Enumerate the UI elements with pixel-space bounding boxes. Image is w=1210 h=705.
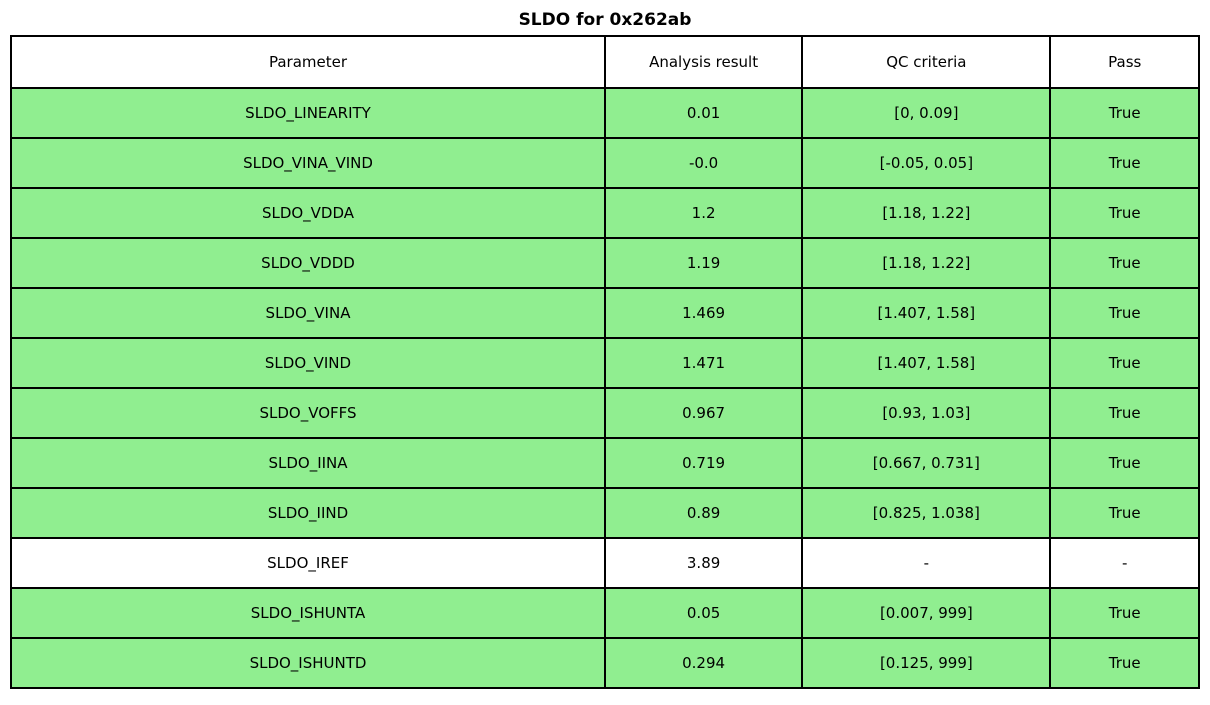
table-cell-criteria: -	[801, 537, 1052, 589]
table-cell-result: -0.0	[603, 137, 804, 189]
table-cell-criteria: [0.825, 1.038]	[801, 487, 1052, 539]
table-cell-pass: True	[1049, 337, 1200, 389]
table-cell-result: 0.719	[603, 437, 804, 489]
table-cell-parameter: SLDO_VINA_VIND	[10, 137, 606, 189]
table-cell-parameter: SLDO_ISHUNTA	[10, 587, 606, 639]
table-cell-pass: True	[1049, 237, 1200, 289]
table-cell-criteria: [1.407, 1.58]	[801, 287, 1052, 339]
table-cell-parameter: SLDO_LINEARITY	[10, 87, 606, 139]
table-row: SLDO_VINA_VIND -0.0 [-0.05, 0.05] True	[10, 137, 1200, 189]
table-cell-parameter: SLDO_IREF	[10, 537, 606, 589]
table-cell-result: 1.471	[603, 337, 804, 389]
table-cell-pass: True	[1049, 137, 1200, 189]
table-row: SLDO_VIND 1.471 [1.407, 1.58] True	[10, 337, 1200, 389]
table-cell-result: 1.469	[603, 287, 804, 339]
table-row: SLDO_IREF 3.89- -	[10, 537, 1200, 589]
table-cell-criteria: [-0.05, 0.05]	[801, 137, 1052, 189]
table-cell-parameter: SLDO_ISHUNTD	[10, 637, 606, 689]
table-cell-pass: True	[1049, 637, 1200, 689]
table-cell-result: 0.05	[603, 587, 804, 639]
table-cell-pass: True	[1049, 187, 1200, 239]
table-cell-criteria: [0.125, 999]	[801, 637, 1052, 689]
table-cell-pass: True	[1049, 437, 1200, 489]
table-cell-pass: -	[1049, 537, 1200, 589]
table-cell-pass: True	[1049, 87, 1200, 139]
table-header-row: Parameter Analysis result QC criteria Pa…	[10, 35, 1200, 89]
table-row: SLDO_VDDD 1.19 [1.18, 1.22] True	[10, 237, 1200, 289]
table-cell-result: 0.89	[603, 487, 804, 539]
table-cell-parameter: SLDO_VDDA	[10, 187, 606, 239]
table-row: SLDO_ISHUNTA 0.05 [0.007, 999] True	[10, 587, 1200, 639]
table-cell-parameter: SLDO_IINA	[10, 437, 606, 489]
table-row: SLDO_VINA 1.469 [1.407, 1.58] True	[10, 287, 1200, 339]
page-title: SLDO for 0x262ab	[518, 10, 692, 30]
table-cell-pass: True	[1049, 387, 1200, 439]
table-cell-parameter: SLDO_VDDD	[10, 237, 606, 289]
table-row: SLDO_IIND 0.89 [0.825, 1.038] True	[10, 487, 1200, 539]
table-cell-pass: True	[1049, 587, 1200, 639]
table-cell-result: 1.19	[603, 237, 804, 289]
table-cell-result: 0.294	[603, 637, 804, 689]
table-cell-criteria: [0.667, 0.731]	[801, 437, 1052, 489]
table-cell-parameter: SLDO_VOFFS	[10, 387, 606, 439]
table-cell-pass: True	[1049, 287, 1200, 339]
table-cell-criteria: [1.18, 1.22]	[801, 237, 1052, 289]
table-cell-result: 1.2	[603, 187, 804, 239]
table-cell-criteria: [0.93, 1.03]	[801, 387, 1052, 439]
table-row: SLDO_VDDA 1.2 [1.18, 1.22] True	[10, 187, 1200, 239]
column-header-parameter: Parameter	[10, 35, 606, 89]
table-cell-criteria: [0, 0.09]	[801, 87, 1052, 139]
table-row: SLDO_ISHUNTD 0.294 [0.125, 999] True	[10, 637, 1200, 689]
qc-results-table: Parameter Analysis result QC criteria Pa…	[10, 35, 1200, 689]
table-cell-parameter: SLDO_VINA	[10, 287, 606, 339]
table-cell-parameter: SLDO_IIND	[10, 487, 606, 539]
table-cell-parameter: SLDO_VIND	[10, 337, 606, 389]
column-header-pass: Pass	[1049, 35, 1200, 89]
table-row: SLDO_LINEARITY 0.01 [0, 0.09] True	[10, 87, 1200, 139]
column-header-qc-criteria: QC criteria	[801, 35, 1052, 89]
table-cell-criteria: [1.18, 1.22]	[801, 187, 1052, 239]
table-cell-pass: True	[1049, 487, 1200, 539]
column-header-analysis-result: Analysis result	[603, 35, 804, 89]
table-cell-criteria: [1.407, 1.58]	[801, 337, 1052, 389]
table-cell-result: 0.01	[603, 87, 804, 139]
table-row: SLDO_IINA 0.719 [0.667, 0.731] True	[10, 437, 1200, 489]
table-cell-result: 0.967	[603, 387, 804, 439]
table-row: SLDO_VOFFS 0.967 [0.93, 1.03] True	[10, 387, 1200, 439]
table-cell-result: 3.89	[603, 537, 804, 589]
table-cell-criteria: [0.007, 999]	[801, 587, 1052, 639]
